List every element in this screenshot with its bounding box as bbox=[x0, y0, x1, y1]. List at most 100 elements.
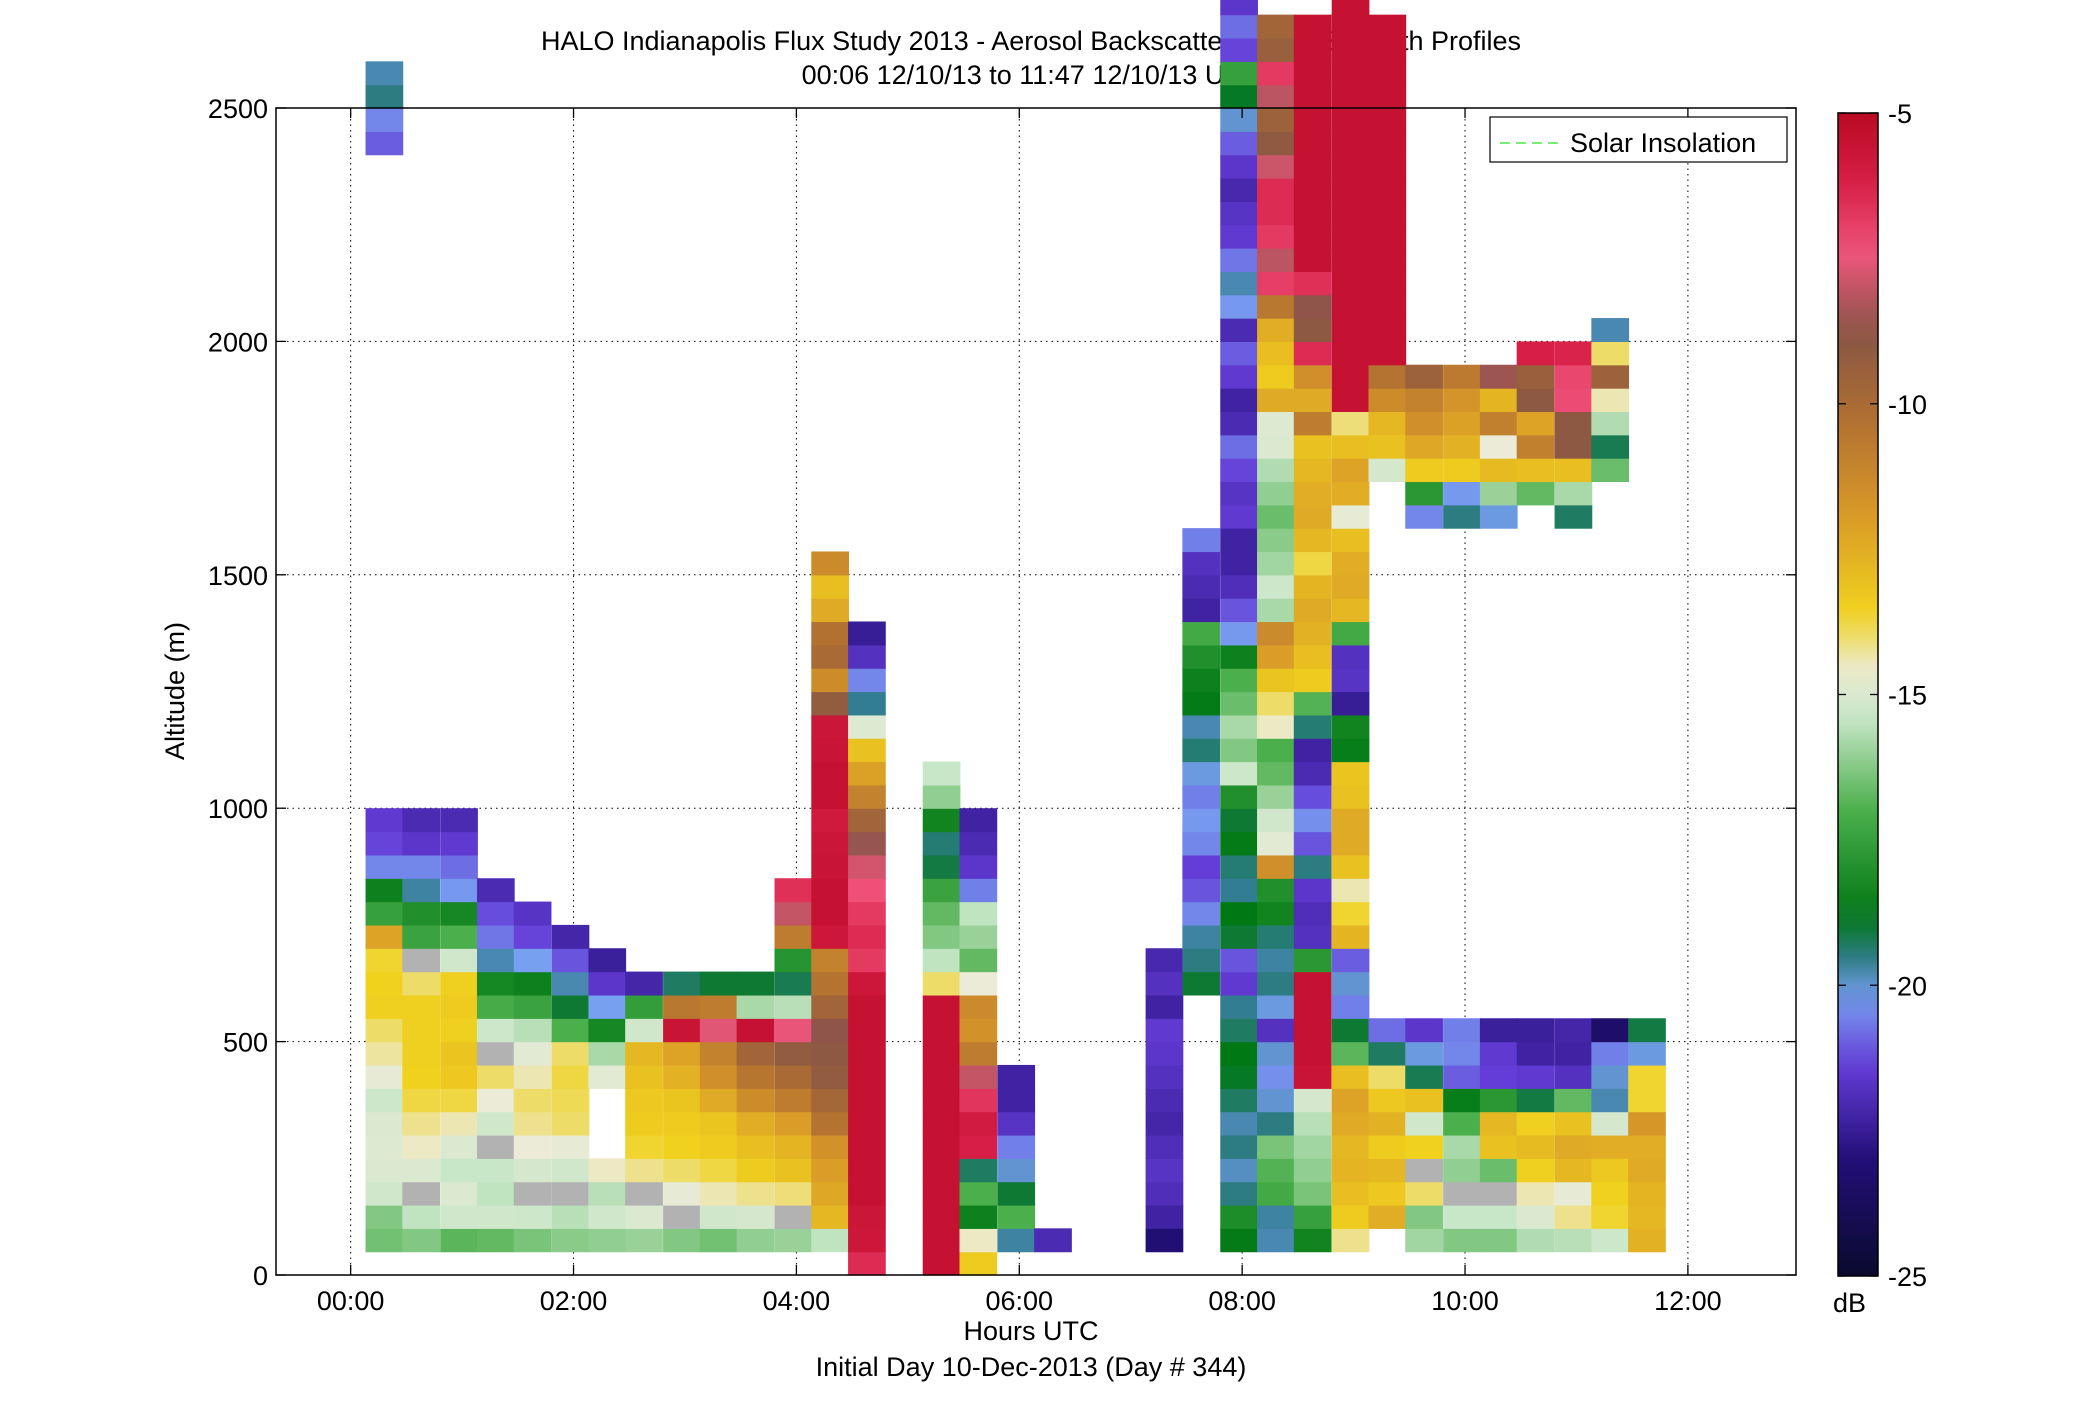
heatmap-cell bbox=[1405, 1134, 1443, 1159]
heatmap-cell bbox=[1331, 714, 1370, 739]
heatmap-cell bbox=[774, 1181, 813, 1206]
heatmap-cell bbox=[513, 1158, 552, 1183]
heatmap-cell bbox=[1257, 364, 1295, 389]
heatmap-cell bbox=[663, 1111, 701, 1136]
heatmap-cell bbox=[1331, 318, 1370, 342]
heatmap-cell bbox=[440, 901, 478, 926]
heatmap-cell bbox=[1368, 1018, 1407, 1043]
heatmap-cell bbox=[922, 878, 961, 903]
heatmap-cell bbox=[1331, 271, 1370, 296]
heatmap-cell bbox=[1293, 1018, 1332, 1043]
heatmap-cell bbox=[1443, 1064, 1481, 1089]
heatmap-cell bbox=[402, 1088, 441, 1113]
heatmap-cell bbox=[1331, 1111, 1370, 1136]
heatmap-cell bbox=[848, 1204, 886, 1229]
heatmap-cell bbox=[959, 878, 998, 903]
heatmap-cell bbox=[1591, 434, 1630, 459]
heatmap-cell bbox=[848, 668, 886, 693]
heatmap-cell bbox=[1331, 388, 1370, 413]
legend[interactable]: Solar Insolation bbox=[1489, 116, 1788, 163]
heatmap-cell bbox=[1331, 551, 1370, 576]
heatmap-cell bbox=[1443, 1088, 1481, 1113]
heatmap-cell bbox=[1331, 14, 1370, 39]
colorbar-tick-label: -15 bbox=[1888, 681, 1927, 711]
colorbar-tick-label: -25 bbox=[1888, 1262, 1927, 1292]
heatmap-cell bbox=[811, 831, 849, 856]
heatmap-cell bbox=[1257, 1041, 1295, 1066]
heatmap-cell bbox=[588, 1228, 627, 1253]
heatmap-cell bbox=[1516, 1204, 1555, 1229]
heatmap-cell bbox=[1368, 154, 1407, 179]
heatmap-cell bbox=[1182, 761, 1221, 786]
heatmap-cell bbox=[1331, 971, 1370, 996]
heatmap-cell bbox=[1293, 621, 1332, 646]
heatmap-cell bbox=[588, 1204, 627, 1229]
heatmap-cell bbox=[1257, 61, 1295, 86]
heatmap-cell bbox=[588, 948, 627, 973]
heatmap-cell bbox=[440, 1181, 478, 1206]
heatmap-cell bbox=[1145, 1158, 1184, 1183]
heatmap-cell bbox=[959, 1204, 998, 1229]
heatmap-cell bbox=[1516, 1064, 1555, 1089]
heatmap-cell bbox=[1591, 1111, 1630, 1136]
heatmap-cell bbox=[1591, 1181, 1630, 1206]
heatmap-cell bbox=[1591, 1204, 1630, 1229]
heatmap-cell bbox=[1293, 714, 1332, 739]
heatmap-cell bbox=[625, 1228, 663, 1253]
heatmap-cell bbox=[513, 1088, 552, 1113]
heatmap-cell bbox=[811, 1018, 849, 1043]
heatmap-cell bbox=[1293, 481, 1332, 506]
heatmap-cell bbox=[365, 1181, 404, 1206]
heatmap-cell bbox=[1220, 831, 1258, 856]
heatmap-cell bbox=[365, 1088, 404, 1113]
heatmap-cell bbox=[1443, 1134, 1481, 1159]
heatmap-cell bbox=[1145, 1181, 1184, 1206]
heatmap-cell bbox=[625, 1041, 663, 1066]
heatmap-cell bbox=[365, 1064, 404, 1089]
heatmap-cell bbox=[1293, 574, 1332, 599]
heatmap-cell bbox=[551, 1158, 590, 1183]
heatmap-cell bbox=[1257, 1181, 1295, 1206]
heatmap-cell bbox=[959, 1181, 998, 1206]
heatmap-cell bbox=[959, 1228, 998, 1253]
x-tick-label: 10:00 bbox=[1431, 1286, 1499, 1316]
heatmap-cell bbox=[1220, 271, 1258, 296]
heatmap-cell bbox=[625, 1134, 663, 1159]
heatmap-cell bbox=[1331, 1181, 1370, 1206]
heatmap-cell bbox=[1591, 318, 1630, 342]
heatmap-cell bbox=[1182, 691, 1221, 716]
heatmap-cell bbox=[402, 1064, 441, 1089]
heatmap-cell bbox=[1293, 154, 1332, 179]
heatmap-cell bbox=[1331, 481, 1370, 506]
heatmap-cell bbox=[1331, 901, 1370, 926]
heatmap-cell bbox=[699, 1181, 738, 1206]
heatmap-cell bbox=[736, 1064, 775, 1089]
heatmap-cell bbox=[551, 1111, 590, 1136]
heatmap-cell bbox=[997, 1228, 1036, 1253]
heatmap-cell bbox=[1443, 1158, 1481, 1183]
heatmap-cell bbox=[922, 901, 961, 926]
heatmap-cell bbox=[1293, 808, 1332, 833]
heatmap-cell bbox=[663, 1204, 701, 1229]
heatmap-cell bbox=[1220, 84, 1258, 109]
heatmap-cell bbox=[1591, 341, 1630, 366]
heatmap-cell bbox=[513, 1204, 552, 1229]
heatmap-cell bbox=[1331, 878, 1370, 903]
heatmap-cell bbox=[1293, 294, 1332, 319]
heatmap-cell bbox=[476, 1134, 515, 1159]
heatmap-cell bbox=[1628, 1181, 1666, 1206]
heatmap-cell bbox=[1331, 1158, 1370, 1183]
heatmap-cell bbox=[1257, 294, 1295, 319]
heatmap-cell bbox=[1220, 948, 1258, 973]
heatmap-cell bbox=[663, 994, 701, 1019]
heatmap-cell bbox=[1479, 1018, 1518, 1043]
heatmap-cell bbox=[365, 831, 404, 856]
heatmap-cell bbox=[588, 1181, 627, 1206]
heatmap-cell bbox=[848, 1111, 886, 1136]
heatmap-cell bbox=[625, 1111, 663, 1136]
y-tick-label: 0 bbox=[253, 1261, 268, 1291]
heatmap-cell bbox=[1628, 1088, 1666, 1113]
heatmap-cell bbox=[1368, 458, 1407, 483]
heatmap-cell bbox=[1257, 131, 1295, 156]
heatmap-cell bbox=[1368, 224, 1407, 249]
